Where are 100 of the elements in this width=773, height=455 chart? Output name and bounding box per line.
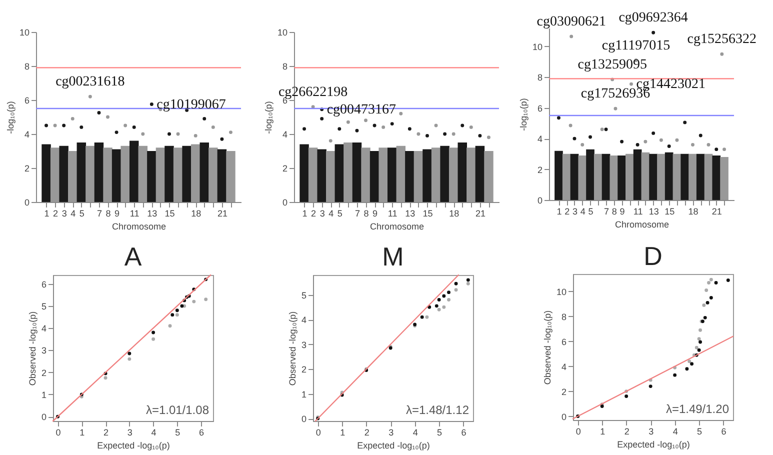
x-tick-label: 5 bbox=[437, 428, 442, 438]
annotation: cg09692364 bbox=[618, 10, 688, 26]
x-tick-label: 21 bbox=[712, 206, 722, 216]
y-tick-label: 0 bbox=[561, 412, 566, 422]
x-tick-label: 18 bbox=[449, 208, 460, 218]
y-axis-title: Observed -log₁₀(p) bbox=[27, 311, 38, 386]
chart-title: D bbox=[644, 241, 662, 271]
y-tick-label: 4 bbox=[282, 130, 288, 140]
annotation: cg00231618 bbox=[56, 74, 125, 90]
x-tick-label: 7 bbox=[96, 208, 102, 218]
x-tick-label: 7 bbox=[604, 206, 610, 216]
annotation: λ=1.48/1.12 bbox=[406, 403, 470, 417]
y-tick-label: 10 bbox=[19, 28, 30, 38]
x-tick-label: 3 bbox=[388, 428, 394, 438]
x-tick-label: 5 bbox=[79, 208, 84, 218]
y-tick-label: 4 bbox=[41, 324, 46, 334]
x-tick-label: 3 bbox=[127, 428, 132, 438]
x-tick-label: 13 bbox=[147, 208, 158, 218]
x-axis-title: Chromosome bbox=[614, 220, 670, 230]
x-tick-label: 4 bbox=[328, 208, 334, 218]
x-tick-label: 2 bbox=[624, 426, 630, 436]
y-tick-label: 0 bbox=[24, 198, 30, 208]
y-tick-label: 6 bbox=[561, 336, 566, 347]
x-tick-label: 2 bbox=[311, 208, 316, 218]
x-tick-label: 6 bbox=[199, 428, 204, 438]
y-tick-label: 4 bbox=[537, 134, 542, 144]
y-tick-label: 2 bbox=[537, 164, 542, 175]
y-tick-label: 4 bbox=[24, 130, 30, 140]
annotation: cg15256322 bbox=[687, 32, 757, 48]
y-tick-label: 3 bbox=[301, 340, 306, 350]
y-tick-label: 1 bbox=[41, 390, 46, 400]
x-tick-label: 5 bbox=[175, 428, 180, 438]
chart-title: A bbox=[124, 241, 142, 272]
x-tick-label: 15 bbox=[664, 206, 675, 216]
x-tick-label: 4 bbox=[672, 426, 678, 436]
x-tick-label: 7 bbox=[354, 208, 360, 218]
x-tick-label: 18 bbox=[688, 206, 698, 216]
x-tick-label: 13 bbox=[405, 208, 416, 218]
x-tick-label: 4 bbox=[151, 428, 156, 438]
annotation: λ=1.49/1.20 bbox=[666, 402, 730, 416]
x-tick-label: 3 bbox=[62, 208, 67, 218]
x-tick-label: 15 bbox=[164, 208, 175, 218]
annotation: cg11197015 bbox=[602, 38, 670, 54]
y-tick-label: 5 bbox=[41, 301, 46, 312]
x-tick-label: 2 bbox=[53, 208, 58, 218]
y-tick-label: 0 bbox=[282, 198, 288, 208]
y-tick-label: 2 bbox=[301, 364, 306, 375]
x-tick-label: 5 bbox=[337, 208, 342, 218]
x-axis-title: Chromosome bbox=[112, 222, 166, 232]
x-axis-title: Expected -log₁₀(p) bbox=[357, 440, 430, 450]
x-tick-label: 5 bbox=[588, 206, 594, 216]
y-axis-title: Observed -log₁₀(p) bbox=[287, 311, 298, 386]
y-tick-label: 10 bbox=[532, 42, 542, 52]
x-tick-label: 6 bbox=[461, 428, 466, 438]
x-tick-label: 0 bbox=[56, 428, 61, 438]
y-tick-label: 2 bbox=[561, 386, 566, 397]
x-tick-label: 1 bbox=[340, 428, 346, 438]
y-tick-label: 3 bbox=[41, 346, 46, 356]
x-tick-label: 2 bbox=[104, 428, 109, 438]
y-tick-label: 4 bbox=[561, 362, 566, 372]
annotation: cg00473167 bbox=[326, 102, 396, 118]
x-tick-label: 5 bbox=[697, 426, 702, 436]
y-axis-title: Observed -log₁₀(p) bbox=[542, 310, 552, 385]
x-tick-label: 3 bbox=[320, 208, 325, 218]
annotation: cg03090621 bbox=[536, 14, 606, 30]
y-tick-label: 8 bbox=[282, 62, 288, 72]
y-tick-label: 6 bbox=[24, 96, 30, 106]
x-tick-label: 18 bbox=[191, 208, 202, 218]
y-tick-label: 8 bbox=[537, 72, 542, 83]
x-tick-label: 4 bbox=[580, 206, 586, 216]
x-tick-label: 8 bbox=[612, 206, 617, 216]
y-tick-label: 5 bbox=[301, 290, 306, 300]
x-tick-label: 0 bbox=[316, 428, 321, 438]
x-tick-label: 2 bbox=[364, 428, 370, 438]
y-axis-title: -log₁₀(p) bbox=[263, 101, 274, 134]
y-tick-label: 0 bbox=[537, 196, 542, 206]
annotation: cg13259095 bbox=[578, 57, 647, 72]
y-tick-label: 2 bbox=[41, 368, 46, 378]
x-tick-label: 9 bbox=[620, 206, 625, 216]
y-tick-label: 8 bbox=[24, 62, 30, 72]
x-tick-label: 11 bbox=[130, 208, 140, 218]
y-tick-label: 4 bbox=[301, 315, 306, 326]
y-tick-label: 0 bbox=[301, 414, 306, 424]
x-tick-label: 8 bbox=[106, 208, 111, 218]
x-tick-label: 13 bbox=[648, 206, 659, 216]
annotation: cg26622198 bbox=[278, 84, 348, 100]
x-axis-title: Chromosome bbox=[370, 222, 424, 232]
x-tick-label: 1 bbox=[600, 426, 606, 436]
y-tick-label: 6 bbox=[537, 103, 542, 114]
x-tick-label: 21 bbox=[217, 208, 228, 218]
x-tick-label: 11 bbox=[633, 206, 643, 216]
y-tick-label: 10 bbox=[556, 286, 566, 297]
x-tick-label: 9 bbox=[372, 208, 378, 218]
y-tick-label: 10 bbox=[277, 28, 288, 38]
y-tick-label: 0 bbox=[41, 412, 46, 422]
x-tick-label: 4 bbox=[70, 208, 76, 218]
x-tick-label: 11 bbox=[388, 208, 398, 218]
y-tick-label: 1 bbox=[301, 389, 306, 400]
x-tick-label: 1 bbox=[80, 428, 85, 438]
x-tick-label: 9 bbox=[114, 208, 120, 218]
